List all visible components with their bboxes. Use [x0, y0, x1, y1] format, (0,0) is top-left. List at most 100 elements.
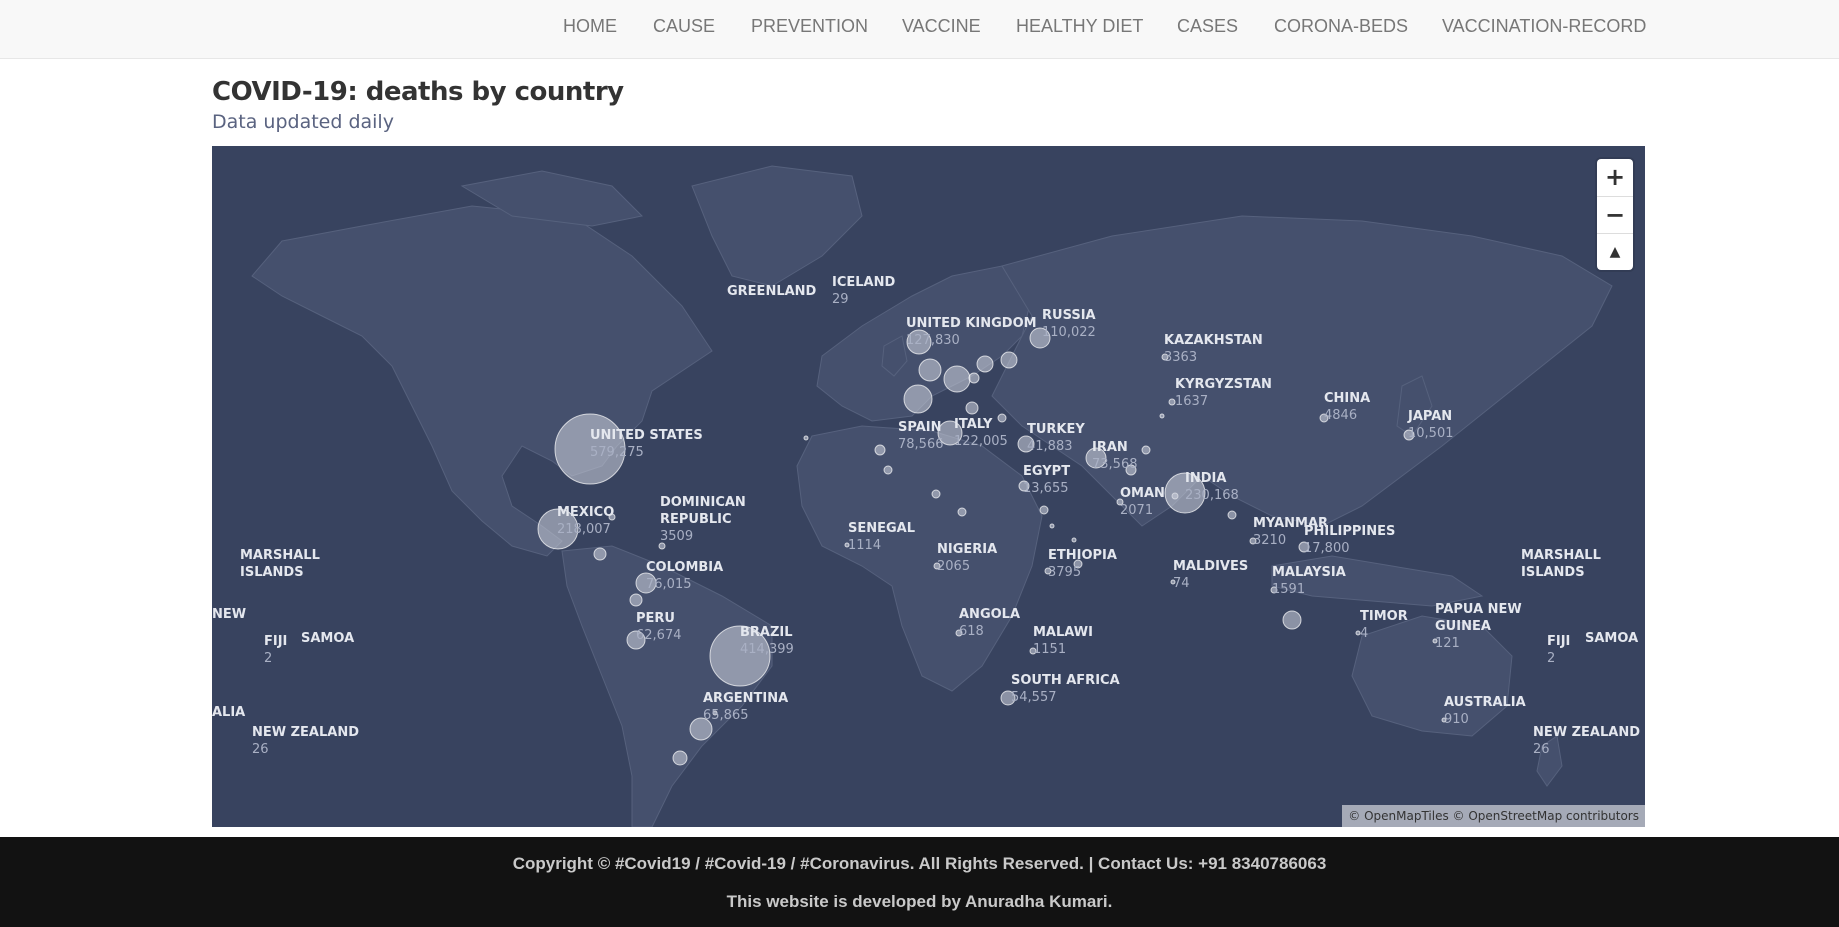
country-bubble[interactable] [1000, 351, 1018, 369]
country-bubble[interactable] [1017, 435, 1035, 453]
country-bubble[interactable] [1161, 353, 1169, 361]
country-bubble[interactable] [1298, 541, 1310, 553]
country-deaths-value: 26 [1533, 742, 1550, 757]
country-bubble[interactable] [1141, 445, 1151, 455]
country-label: UNITED STATES [590, 428, 703, 443]
footer-copyright: Copyright © #Covid19 / #Covid-19 / #Coro… [512, 854, 1327, 873]
country-deaths-value: 910 [1444, 712, 1469, 727]
country-bubble[interactable] [1270, 586, 1278, 594]
nav-corona-beds-link[interactable]: CORONA-BEDS [1274, 16, 1409, 36]
country-deaths-value: 218,007 [557, 522, 611, 537]
country-bubble[interactable] [1403, 429, 1415, 441]
country-bubble[interactable] [608, 513, 616, 521]
country-bubble[interactable] [537, 508, 579, 550]
country-bubble[interactable] [997, 413, 1007, 423]
country-bubble[interactable] [903, 384, 933, 414]
country-bubble[interactable] [1170, 579, 1176, 585]
country-bubble[interactable] [1432, 638, 1438, 644]
country-bubble[interactable] [593, 547, 607, 561]
page-subtitle: Data updated daily [212, 111, 394, 133]
country-bubble[interactable] [968, 372, 980, 384]
reset-north-button[interactable]: ▲ [1597, 233, 1633, 271]
country-label: PHILIPPINES [1304, 524, 1395, 539]
nav-healthy-diet-link[interactable]: HEALTHY DIET [1016, 16, 1144, 36]
country-bubble[interactable] [1355, 630, 1361, 636]
world-map[interactable]: GREENLAND ICELAND 29 UNITED KINGDOM 127,830 R… [212, 146, 1645, 827]
country-label: ISLANDS [1521, 565, 1585, 580]
country-bubble[interactable] [554, 413, 626, 485]
country-bubble[interactable] [937, 420, 963, 446]
country-bubble[interactable] [943, 365, 971, 393]
country-bubble[interactable] [1000, 690, 1016, 706]
country-label: KAZAKHSTAN [1164, 333, 1263, 348]
country-bubble[interactable] [1164, 472, 1206, 514]
country-label: JAPAN [1407, 409, 1452, 424]
country-bubble[interactable] [1071, 537, 1077, 543]
country-label: ANGOLA [959, 607, 1020, 622]
country-bubble[interactable] [689, 717, 713, 741]
country-bubble[interactable] [1319, 413, 1329, 423]
country-bubble[interactable] [1039, 505, 1049, 515]
country-bubble[interactable] [1029, 327, 1051, 349]
country-deaths-value: 4 [1360, 626, 1368, 641]
country-bubble[interactable] [844, 542, 850, 548]
country-label: IRAN [1092, 440, 1128, 455]
country-bubble[interactable] [1116, 498, 1124, 506]
country-label: DOMINICAN [660, 495, 746, 510]
nav-cases-link[interactable]: CASES [1177, 16, 1239, 36]
top-navbar: HOME CAUSE PREVENTION VACCINE HEALTHY DI… [0, 0, 1839, 59]
page-footer: Copyright © #Covid19 / #Covid-19 / #Coro… [0, 837, 1839, 927]
country-label: ARGENTINA [703, 691, 788, 706]
country-bubble[interactable] [906, 329, 932, 355]
country-bubble[interactable] [1159, 413, 1165, 419]
nav-vaccine-link[interactable]: VACCINE [902, 16, 981, 36]
country-bubble[interactable] [1029, 647, 1037, 655]
country-bubble[interactable] [1085, 447, 1107, 469]
country-bubble[interactable] [672, 750, 688, 766]
country-bubble[interactable] [965, 401, 979, 415]
country-bubble[interactable] [1018, 480, 1030, 492]
country-label: FIJI [1547, 634, 1570, 649]
country-bubble[interactable] [803, 435, 809, 441]
zoom-in-button[interactable]: + [1604, 163, 1626, 191]
country-label: MARSHALL [1521, 548, 1601, 563]
country-deaths-value: 74 [1173, 576, 1190, 591]
country-label: ITALY [954, 417, 993, 432]
country-bubble[interactable] [626, 630, 646, 650]
country-bubble[interactable] [955, 629, 963, 637]
country-bubble[interactable] [957, 507, 967, 517]
zoom-out-button[interactable]: − [1597, 196, 1633, 234]
land-arctic-islands [460, 170, 644, 227]
country-bubble[interactable] [709, 625, 771, 687]
country-bubble[interactable] [635, 572, 657, 594]
nav-vaccination-record-link[interactable]: VACCINATION-RECORD [1442, 16, 1647, 36]
country-bubble[interactable] [1073, 559, 1083, 569]
country-bubble[interactable] [1441, 717, 1447, 723]
country-bubble[interactable] [976, 355, 994, 373]
country-label: UNITED KINGDOM [906, 316, 1037, 331]
land-africa [796, 425, 1043, 692]
nav-cause-link[interactable]: CAUSE [653, 16, 716, 36]
land-new-zealand [1536, 735, 1563, 787]
country-bubble[interactable] [629, 593, 643, 607]
country-bubble[interactable] [1249, 537, 1257, 545]
country-bubble[interactable] [1282, 610, 1302, 630]
country-bubble[interactable] [1168, 398, 1176, 406]
country-bubble[interactable] [918, 358, 942, 382]
country-bubble[interactable] [1227, 510, 1237, 520]
nav-home-link[interactable]: HOME [563, 16, 617, 36]
country-bubble[interactable] [1125, 464, 1137, 476]
country-bubble[interactable] [658, 542, 666, 550]
country-bubble[interactable] [712, 710, 718, 716]
country-bubble[interactable] [883, 465, 893, 475]
country-label: MALDIVES [1173, 559, 1248, 574]
country-label: MEXICO [557, 505, 614, 520]
country-deaths-value: 65,865 [703, 708, 749, 723]
country-bubble[interactable] [1049, 523, 1055, 529]
nav-prevention-link[interactable]: PREVENTION [751, 16, 869, 36]
country-bubble[interactable] [874, 444, 886, 456]
footer-developer: This website is developed by Anuradha Ku… [726, 892, 1113, 911]
country-bubble[interactable] [1044, 567, 1052, 575]
country-bubble[interactable] [931, 489, 941, 499]
country-bubble[interactable] [933, 562, 941, 570]
